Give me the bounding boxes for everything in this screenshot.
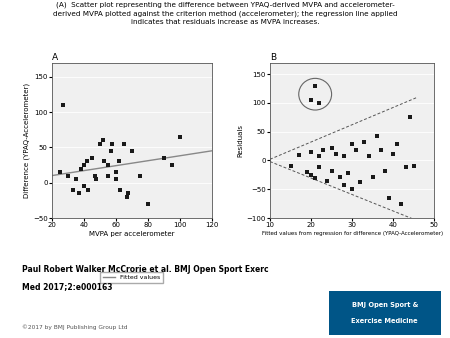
- Point: [104, 162, 111, 168]
- Point: [394, 142, 401, 147]
- Text: Med 2017;2:e000163: Med 2017;2:e000163: [22, 282, 113, 291]
- Point: [315, 153, 323, 159]
- Point: [99, 138, 107, 143]
- Point: [117, 187, 124, 192]
- Point: [83, 159, 90, 164]
- Text: ©2017 by BMJ Publishing Group Ltd: ©2017 by BMJ Publishing Group Ltd: [22, 324, 128, 330]
- Point: [88, 155, 95, 161]
- Point: [410, 164, 417, 169]
- Point: [377, 147, 384, 153]
- Point: [56, 169, 63, 175]
- Point: [120, 141, 127, 146]
- Point: [101, 159, 108, 164]
- Point: [365, 153, 372, 159]
- Point: [353, 147, 360, 153]
- Point: [96, 141, 104, 146]
- Point: [320, 147, 327, 153]
- Point: [340, 182, 347, 187]
- Point: [303, 169, 310, 175]
- Point: [107, 148, 114, 153]
- Point: [115, 159, 122, 164]
- Point: [152, 222, 159, 228]
- Point: [361, 139, 368, 145]
- Point: [85, 187, 92, 192]
- Point: [386, 195, 393, 200]
- Point: [373, 134, 380, 139]
- Text: A: A: [52, 53, 58, 62]
- Point: [125, 191, 132, 196]
- Point: [315, 165, 323, 170]
- Point: [324, 178, 331, 183]
- Point: [72, 176, 79, 182]
- Point: [136, 173, 143, 178]
- Point: [109, 141, 116, 146]
- X-axis label: MVPA per accelerometer: MVPA per accelerometer: [89, 231, 175, 237]
- Point: [307, 172, 315, 177]
- Point: [104, 173, 111, 178]
- Point: [123, 194, 130, 199]
- Point: [402, 165, 409, 170]
- Point: [311, 175, 319, 180]
- Legend: Fitted values: Fitted values: [100, 272, 163, 283]
- Point: [144, 201, 151, 207]
- Point: [348, 142, 356, 147]
- Text: Exercise Medicine: Exercise Medicine: [351, 318, 418, 323]
- Point: [59, 102, 67, 107]
- Point: [336, 174, 343, 179]
- Point: [348, 187, 356, 192]
- Point: [64, 173, 71, 178]
- Point: [80, 184, 87, 189]
- Point: [406, 115, 413, 120]
- Point: [168, 162, 175, 168]
- Text: (A)  Scatter plot representing the difference between YPAQ-derived MVPA and acce: (A) Scatter plot representing the differ…: [53, 2, 397, 25]
- Point: [287, 164, 294, 169]
- Point: [340, 153, 347, 159]
- Y-axis label: Difference (YPAQ-Accelerometer): Difference (YPAQ-Accelerometer): [23, 83, 30, 198]
- Point: [91, 173, 99, 178]
- Point: [77, 166, 84, 171]
- Text: BMJ Open Sport &: BMJ Open Sport &: [351, 302, 418, 308]
- Y-axis label: Residuals: Residuals: [238, 124, 244, 157]
- Point: [176, 134, 183, 140]
- Point: [307, 149, 315, 154]
- Point: [160, 155, 167, 161]
- Point: [311, 83, 319, 88]
- Point: [128, 148, 135, 153]
- Point: [315, 100, 323, 105]
- Point: [93, 176, 100, 182]
- Point: [328, 145, 335, 150]
- Point: [69, 187, 76, 192]
- Point: [390, 151, 397, 156]
- X-axis label: Fitted values from regression for difference (YPAQ-Accelerometer): Fitted values from regression for differ…: [261, 231, 443, 236]
- Point: [112, 176, 119, 182]
- Point: [295, 152, 302, 158]
- Point: [382, 168, 389, 173]
- Point: [80, 162, 87, 168]
- Point: [357, 179, 364, 185]
- Point: [398, 201, 405, 206]
- Point: [344, 170, 351, 176]
- Point: [328, 168, 335, 173]
- Point: [332, 151, 339, 156]
- Text: Paul Robert Walker McCrorie et al. BMJ Open Sport Exerc: Paul Robert Walker McCrorie et al. BMJ O…: [22, 265, 269, 274]
- Text: B: B: [270, 53, 276, 62]
- Point: [75, 191, 82, 196]
- Point: [112, 169, 119, 175]
- Point: [369, 174, 376, 179]
- Point: [307, 97, 315, 103]
